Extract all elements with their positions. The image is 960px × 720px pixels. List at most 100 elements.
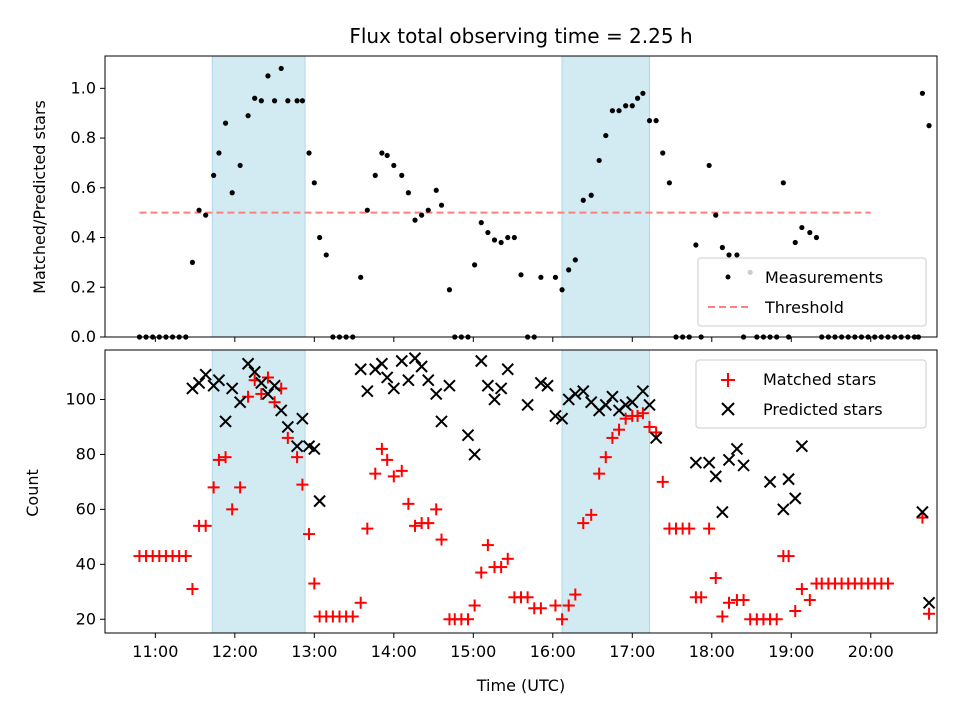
measurement-point (211, 172, 217, 178)
predicted-stars-point (649, 431, 663, 445)
measurement-point (518, 272, 524, 278)
matched-stars-point (226, 503, 239, 516)
ratio-axes-frame (104, 55, 938, 338)
measurement-point (623, 103, 629, 109)
predicted-stars-point (549, 409, 562, 423)
matched-stars-point (291, 451, 304, 464)
measurement-point (572, 257, 578, 263)
predicted-stars-point (380, 371, 394, 384)
matched-stars-point (354, 596, 367, 609)
legend-label-matched: Matched stars (763, 370, 876, 389)
matched-stars-point (636, 407, 649, 420)
matched-stars-point (650, 426, 663, 439)
measurement-point (629, 103, 635, 109)
measurement-point (229, 190, 235, 196)
measurement-point (433, 187, 439, 193)
legend-label-measurements: Measurements (765, 268, 883, 287)
x-tick-label: 13:00 (291, 642, 337, 661)
ratio-shaded-interval (211, 55, 306, 338)
measurement-point (317, 234, 323, 241)
predicted-stars-point (435, 415, 448, 428)
matched-stars-point (495, 561, 508, 574)
count-y-tick-label: 60 (76, 499, 96, 518)
measurement-point (391, 162, 397, 169)
measurement-point (603, 132, 609, 139)
predicted-stars-point (430, 387, 443, 401)
measurement-point (425, 207, 431, 213)
matched-stars-point (303, 528, 316, 541)
matched-stars-point (308, 577, 321, 590)
matched-stars-point (613, 423, 626, 436)
legend-label-predicted: Predicted stars (763, 400, 883, 419)
measurement-point (616, 108, 622, 114)
measurement-point (653, 118, 659, 124)
measurement-point (196, 207, 202, 213)
predicted-stars-point (422, 374, 435, 387)
matched-stars-point (683, 522, 696, 535)
matched-stars-point (212, 453, 225, 466)
count-y-tick-label: 20 (76, 609, 96, 628)
predicted-stars-point (241, 357, 255, 370)
x-tick-label: 14:00 (371, 642, 417, 661)
predicted-stars-point (777, 503, 790, 516)
predicted-stars-point (354, 363, 367, 376)
measurement-point (419, 212, 425, 218)
measurement-point (306, 150, 312, 156)
ratio-panel: 0.0 0.2 0.4 0.6 0.8 1.0 Flux total observing … (30, 24, 938, 346)
predicted-stars-point (534, 376, 548, 390)
matched-stars-point (585, 508, 598, 521)
measurement-point (666, 180, 672, 186)
predicted-stars-point (577, 385, 590, 398)
x-tick-label: 16:00 (530, 642, 576, 661)
measurement-point (222, 120, 229, 126)
matched-stars-point (789, 605, 802, 618)
measurement-point (780, 180, 786, 186)
predicted-stars-point (763, 475, 777, 489)
matched-stars-point (803, 594, 816, 607)
matched-stars-point (549, 599, 562, 612)
matched-stars-point (556, 613, 569, 626)
x-axis-label: Time (UTC) (476, 676, 565, 695)
predicted-stars-point (626, 395, 639, 409)
predicted-stars-point (916, 505, 929, 519)
measurement-point (491, 237, 498, 243)
measurement-point (294, 98, 300, 104)
predicted-stars-point (281, 420, 295, 434)
matched-stars-point (599, 451, 612, 464)
matched-stars-point (361, 522, 374, 535)
measurement-point (405, 190, 411, 196)
x-tick-label: 15:00 (450, 642, 496, 661)
matched-stars-point (468, 599, 481, 612)
predicted-stars-point (415, 360, 428, 373)
matched-stars-point (723, 596, 735, 609)
measurement-point (237, 162, 243, 169)
predicted-stars-point (233, 395, 247, 409)
predicted-stars-point (501, 363, 514, 376)
measurement-point (792, 239, 798, 246)
measurement-point (285, 98, 291, 104)
count-shaded-interval (211, 349, 306, 634)
measurement-point (693, 242, 699, 248)
predicted-stars-point (387, 382, 401, 395)
count-axes-frame (104, 349, 938, 634)
measurement-point (485, 229, 491, 236)
measurement-point (299, 98, 306, 104)
matched-stars-point (268, 396, 281, 409)
predicted-stars-point (606, 390, 619, 403)
measurement-point (926, 123, 932, 129)
matched-stars-point (916, 511, 929, 524)
measurement-point (640, 90, 646, 96)
measurement-point (379, 150, 385, 156)
measurement-point (252, 95, 258, 101)
measurement-point (538, 274, 544, 280)
measurement-point (660, 150, 666, 156)
matched-stars-point (409, 519, 422, 532)
matched-stars-point (179, 550, 192, 563)
predicted-stars-point (468, 448, 481, 461)
measurement-point (323, 252, 329, 258)
measurement-point (412, 217, 418, 223)
predicted-stars-point (922, 596, 936, 609)
matched-stars-point (534, 602, 547, 615)
predicted-stars-point (248, 365, 261, 379)
